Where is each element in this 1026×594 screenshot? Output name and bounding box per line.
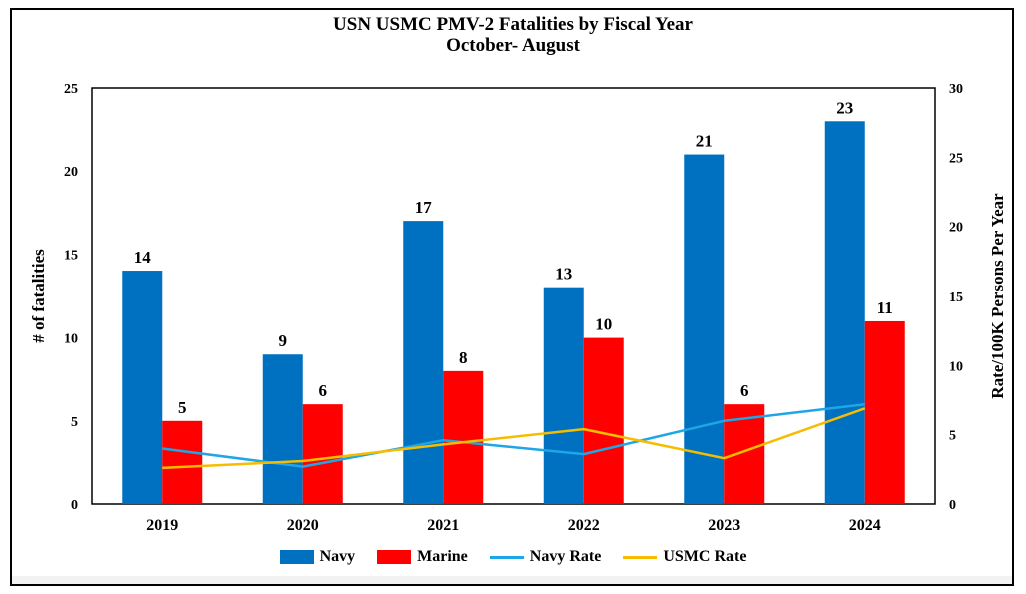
legend-label-usmc-rate: USMC Rate: [663, 548, 747, 565]
bar-marine: [302, 404, 343, 504]
x-tick-label: 2023: [708, 517, 740, 534]
legend-swatch-navy: [279, 550, 314, 564]
x-tick-label: 2021: [427, 517, 459, 534]
y-tick-label: 0: [71, 498, 78, 513]
bar-navy: [262, 354, 303, 504]
y2-tick-label: 15: [949, 290, 963, 305]
x-tick-label: 2020: [287, 517, 319, 534]
y2-tick-label: 25: [949, 151, 963, 166]
legend-label-navy: Navy: [319, 548, 356, 565]
bar-marine: [864, 320, 905, 504]
data-label-marine: 5: [178, 398, 187, 417]
data-label-navy: 13: [555, 265, 572, 284]
y-tick-label: 10: [64, 332, 78, 347]
y2-axis-title: Rate/100K Persons Per Year: [988, 193, 1007, 399]
y2-tick-label: 5: [949, 429, 956, 444]
data-label-marine: 6: [319, 381, 328, 400]
data-label-navy: 9: [279, 331, 288, 350]
y-tick-label: 5: [71, 415, 78, 430]
y-tick-label: 25: [64, 82, 78, 97]
plot-area: [91, 87, 936, 505]
bottom-strip: [12, 576, 1012, 584]
data-label-navy: 17: [415, 198, 433, 217]
bar-navy: [684, 154, 725, 504]
data-label-marine: 10: [595, 315, 612, 334]
bar-navy: [122, 271, 163, 504]
y2-tick-label: 30: [949, 82, 963, 97]
data-label-marine: 8: [459, 348, 468, 367]
y-axis-title: # of fatalities: [29, 249, 48, 343]
bar-navy: [543, 287, 584, 504]
chart-title-block: USN USMC PMV-2 Fatalities by Fiscal Year…: [0, 14, 1026, 56]
data-label-marine: 6: [740, 381, 749, 400]
legend-item-navy-rate: Navy Rate: [489, 548, 602, 566]
x-tick-label: 2024: [849, 517, 881, 534]
bar-marine: [443, 370, 484, 504]
y-tick-label: 15: [64, 248, 78, 263]
data-label-marine: 11: [877, 298, 893, 317]
legend-label-marine: Marine: [417, 548, 468, 565]
y-tick-label: 20: [64, 165, 78, 180]
y2-tick-label: 10: [949, 359, 963, 374]
legend-label-navy-rate: Navy Rate: [529, 548, 602, 565]
line-usmc-rate: [162, 407, 866, 470]
legend: Navy Marine Navy Rate USMC Rate: [0, 548, 1026, 566]
legend-item-navy: Navy: [279, 548, 356, 566]
legend-item-usmc-rate: USMC Rate: [623, 548, 746, 566]
bar-marine: [162, 420, 203, 504]
data-label-navy: 23: [836, 98, 853, 117]
y2-tick-label: 0: [949, 498, 956, 513]
legend-swatch-marine: [377, 550, 412, 564]
legend-item-marine: Marine: [377, 548, 468, 566]
chart-title: USN USMC PMV-2 Fatalities by Fiscal Year: [333, 14, 693, 35]
bar-navy: [403, 221, 444, 504]
chart-subtitle: October- August: [446, 35, 580, 56]
bar-marine: [583, 337, 624, 504]
line-navy-rate: [162, 402, 865, 468]
legend-swatch-usmc-rate: [623, 555, 658, 559]
x-tick-label: 2019: [146, 517, 178, 534]
data-label-navy: 14: [134, 248, 152, 267]
legend-swatch-navy-rate: [489, 555, 524, 559]
bar-navy: [824, 121, 865, 504]
y2-tick-label: 20: [949, 221, 963, 236]
x-tick-label: 2022: [568, 517, 600, 534]
data-label-navy: 21: [696, 132, 713, 151]
